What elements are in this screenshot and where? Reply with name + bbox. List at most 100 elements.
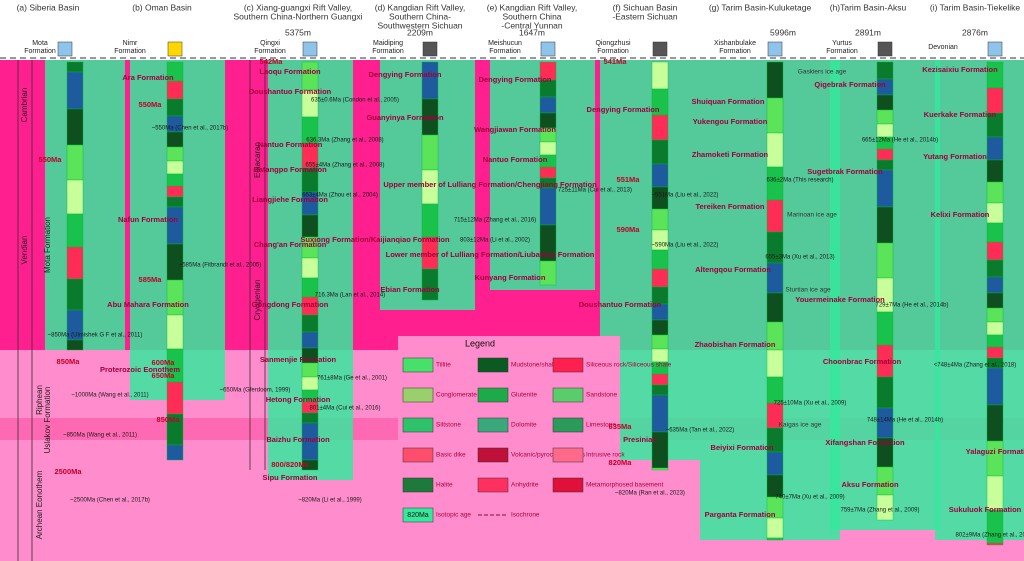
age-note: 716.3Ma (Lan et al., 2014) [315, 293, 385, 299]
stratum [539, 141, 557, 156]
age-note: 740±7Ma (Xu et al., 2009) [775, 495, 844, 501]
age-note: 801±4Ma (Cui et al., 2016) [310, 406, 381, 412]
formation-label: Liangjiehe Formation [252, 195, 328, 204]
top-unit: Yurtus [832, 40, 852, 47]
column-title: (i) Tarim Basin-Tiekelike [930, 2, 1020, 12]
age-note: ~590Ma (Liu et al., 2022) [652, 243, 719, 249]
formation-label: Shuiquan Formation [692, 97, 765, 106]
age-note: ~850Ma (Ulmishek G F et al., 2011) [48, 333, 143, 339]
age-label: 590Ma [617, 225, 641, 234]
stratum [421, 268, 439, 301]
formation-label: Ara Formation [122, 73, 174, 82]
stratum [66, 179, 84, 215]
stratum [421, 134, 439, 171]
column-height: 2891m [855, 27, 881, 37]
age-label: 650Ma [152, 371, 176, 380]
age-note: ~2500Ma (Chen et al., 2017b) [70, 498, 150, 504]
legend-swatch [477, 387, 509, 403]
stratum [301, 459, 319, 471]
stratum [876, 494, 894, 521]
formation-label: Dengying Formation [369, 70, 442, 79]
stratum [301, 331, 319, 349]
legend-label: Isotopic age [436, 512, 471, 519]
top-unit: Xishanbulake [714, 40, 756, 47]
formation-label: Ebian Formation [380, 285, 440, 294]
era-label: Vendian [20, 236, 29, 265]
stratum [66, 213, 84, 248]
column-title: -Central Yunnan [501, 20, 563, 30]
stratum [766, 517, 784, 539]
age-note: 803±12Ma (Li et al., 2002) [460, 238, 530, 244]
legend-label: Conglomerate [436, 392, 477, 399]
column-title: Southern China-Northern Guangxi [234, 11, 363, 21]
column-height: 1647m [519, 27, 545, 37]
column-height: 2876m [962, 27, 988, 37]
columns [45, 41, 1024, 546]
formation-label: Sanmenjie Formation [260, 355, 337, 364]
stratum [651, 373, 669, 386]
legend-swatch [477, 357, 509, 373]
age-note: 715±12Ma (Zhang et al., 2016) [454, 218, 536, 224]
top-unit: Formation [24, 48, 56, 55]
column-title: (d) Kangdian Rift Valley, [375, 2, 465, 12]
legend-swatch [477, 447, 509, 463]
age-note: ~850Ma (Wang et al., 2011) [63, 433, 137, 439]
formation-label: Datangpo Formation [253, 165, 327, 174]
formation-label: Beiyixi Formation [711, 443, 774, 452]
stratum [766, 537, 784, 541]
stratum [876, 109, 894, 125]
stratum [166, 206, 184, 245]
column-title: -Eastern Sichuan [612, 11, 677, 21]
legend: Legend Tillite Conglomerate Siltstone Basic … [398, 336, 672, 534]
top-unit: Formation [372, 48, 404, 55]
column-height: 2209m [407, 27, 433, 37]
stratum [766, 132, 784, 168]
formation-label: Kezisaixiu Formation [922, 65, 998, 74]
age-note: 802±9Ma (Zhang et al., 2018) [955, 533, 1024, 539]
top-unit: Qingxi [260, 40, 280, 47]
stratum [651, 319, 669, 336]
stratum [301, 257, 319, 279]
stratum [876, 206, 894, 244]
top-unit: Formation [826, 48, 858, 55]
formation-label: Nafun Formation [118, 215, 178, 224]
formation-label: Dengying Formation [587, 105, 660, 114]
stratum [166, 98, 184, 117]
era-label: Cambrian [20, 88, 29, 123]
stratum [876, 123, 894, 138]
legend-label: Mudstone/shale [511, 362, 557, 369]
age-note: 748±14Ma (He et al., 2014b) [867, 418, 943, 424]
legend-swatch [552, 387, 584, 403]
age-label: 585Ma [139, 275, 163, 284]
formation-label: Lower member of Lulliang Formation/Liuba… [386, 250, 595, 259]
age-label: 850Ma [57, 357, 81, 366]
stratum [986, 404, 1004, 442]
legend-swatch [477, 477, 509, 493]
age-note: ~820Ma (Ran et al., 2023) [615, 491, 685, 497]
age-label: 800/820Ma [271, 460, 309, 469]
legend-label: Tillite [436, 362, 451, 369]
age-label: 850Ma [157, 415, 181, 424]
age-note: 635±0.6Ma (Condon et al., 2005) [311, 98, 399, 104]
formation-label: Kuerkake Formation [924, 110, 997, 119]
legend-swatch [552, 447, 584, 463]
ice-age-label: Marinoan ice age [787, 212, 837, 219]
formation-zone [45, 60, 125, 350]
stratum [986, 136, 1004, 161]
stratum [166, 314, 184, 350]
column-title: Southern China- [389, 11, 451, 21]
formation-label: Tereiken Formation [695, 202, 764, 211]
legend-label: Basic dike [436, 452, 466, 459]
age-note: ~585Ma (Fitbrandt et al., 2005) [179, 263, 262, 269]
stratum [876, 376, 894, 409]
stratum [876, 148, 894, 161]
top-unit: Devonian [928, 44, 958, 51]
top-unit: Formation [489, 48, 521, 55]
stratum [166, 196, 184, 208]
top-unit-icon [987, 41, 1003, 57]
formation-label: Aksu Formation [841, 480, 899, 489]
stratum [651, 139, 669, 165]
formation-label: Yalaguzi Formation [966, 447, 1024, 456]
stratum [66, 339, 84, 351]
stratum [651, 61, 669, 90]
